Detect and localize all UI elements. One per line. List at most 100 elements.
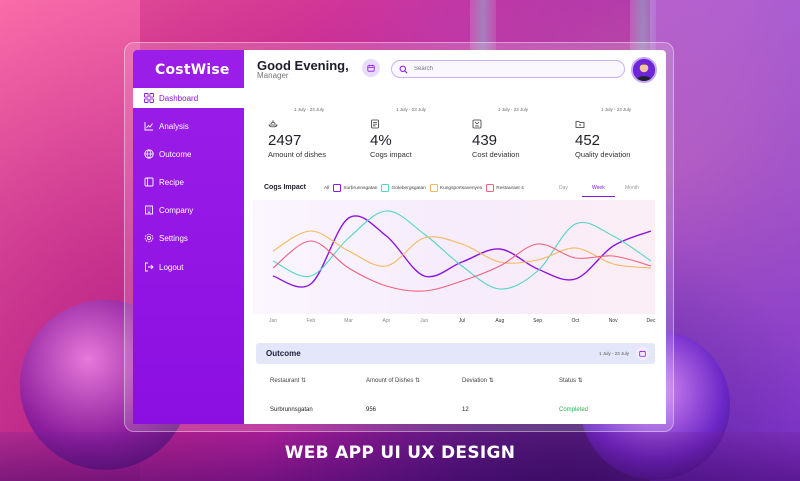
x-tick-label: Aug <box>495 318 505 324</box>
legend-item[interactable]: Gotebergsgatan <box>381 184 426 192</box>
legend-swatch <box>486 184 495 192</box>
series-line-kungsportsavenyen[interactable] <box>272 230 652 269</box>
chart-icon <box>144 121 154 131</box>
legend-item[interactable]: Kungsportsavenyen <box>429 184 483 192</box>
outcome-title: Outcome <box>266 349 301 358</box>
column-header-status[interactable]: Status ⇅ <box>559 378 583 384</box>
sidebar-item-analysis[interactable]: Analysis <box>133 116 244 136</box>
search-icon <box>399 65 408 73</box>
tab-day[interactable]: Day <box>559 185 568 191</box>
card-date-range: 1 July - 23 July <box>600 107 631 112</box>
sidebar-item-logout[interactable]: Logout <box>133 257 244 277</box>
sidebar-item-dashboard[interactable]: Dashboard <box>133 88 244 108</box>
chart-title: Cogs Impact <box>264 184 307 191</box>
x-tick-label: Feb <box>306 318 316 324</box>
stat-card-quality-deviation[interactable]: 1 July - 23 July 452 Quality deviation <box>563 97 654 172</box>
stat-card-dishes[interactable]: 1 July - 23 July 2497 Amount of dishes <box>256 97 347 172</box>
x-tick-label: Jul <box>458 318 466 324</box>
banner-title: WEB APP UI UX DESIGN <box>284 443 516 463</box>
card-value: 452 <box>575 132 601 149</box>
legend-item[interactable]: Surbrunnsgatan <box>333 184 377 192</box>
stat-card-cogs[interactable]: 1 July - 23 July 4% Cogs impact <box>358 97 449 172</box>
outcome-date-range: 1 July - 23 July <box>598 351 629 356</box>
card-label: Cogs impact <box>370 150 412 159</box>
calendar-icon <box>433 106 441 113</box>
stat-card-cost-deviation[interactable]: 1 July - 23 July 439 Cost deviation <box>460 97 551 172</box>
calendar-icon <box>367 64 375 72</box>
x-tick-label: Oct <box>571 318 580 324</box>
tab-month[interactable]: Month <box>625 185 639 191</box>
legend-swatch <box>333 184 342 192</box>
sidebar-item-recipe[interactable]: Recipe <box>133 172 244 192</box>
gear-icon <box>144 233 154 243</box>
legend-item[interactable]: Restaurant 4 <box>486 184 524 192</box>
table-cell-deviation: 12 <box>462 407 469 413</box>
globe-icon <box>144 149 154 159</box>
legend-label: Restaurant 4 <box>496 185 524 191</box>
sidebar-item-label: Settings <box>159 233 188 243</box>
card-calendar-badge[interactable] <box>533 103 545 115</box>
search-bar[interactable] <box>391 60 625 78</box>
grid-icon <box>144 93 154 103</box>
card-calendar-badge[interactable] <box>431 103 443 115</box>
column-header-amount[interactable]: Amount of Dishes ⇅ <box>366 378 421 384</box>
legend-label: Surbrunnsgatan <box>343 185 378 191</box>
table-cell-restaurant: Surbrunnsgatan <box>270 407 313 413</box>
calendar-icon <box>535 106 543 113</box>
column-header-restaurant[interactable]: Restaurant ⇅ <box>270 378 307 384</box>
x-tick-label: Sep <box>533 318 543 324</box>
calendar-icon <box>639 350 646 357</box>
search-input[interactable] <box>412 65 606 73</box>
series-line-restaurant-4[interactable] <box>272 240 652 292</box>
legend-swatch <box>381 184 390 192</box>
x-tick-label: Apr <box>382 318 391 324</box>
legend-filter-all[interactable]: All <box>324 185 330 191</box>
line-chart <box>253 200 655 314</box>
chart-plot-area <box>253 200 655 314</box>
logout-icon <box>144 262 154 272</box>
card-calendar-badge[interactable] <box>329 103 341 115</box>
table-cell-amount: 956 <box>366 407 377 413</box>
column-header-deviation[interactable]: Deviation ⇅ <box>462 378 494 384</box>
legend-swatch <box>429 184 438 192</box>
card-value: 2497 <box>268 132 302 149</box>
card-value: 439 <box>472 132 498 149</box>
active-tab-indicator <box>582 196 615 197</box>
x-tick-label: Jan <box>268 318 278 324</box>
outcome-header: Outcome 1 July - 23 July <box>256 343 655 364</box>
sidebar-item-outcome[interactable]: Outcome <box>133 144 244 164</box>
sidebar-item-settings[interactable]: Settings <box>133 228 244 248</box>
card-date-range: 1 July - 23 July <box>395 107 426 112</box>
sidebar-item-label: Outcome <box>159 149 192 159</box>
status-badge: Completed <box>559 407 589 413</box>
calendar-button[interactable] <box>362 59 380 77</box>
legend-label: Kungsportsavenyen <box>439 185 483 191</box>
series-line-surbrunnsgatan[interactable] <box>272 215 652 288</box>
deviation-icon <box>472 119 482 129</box>
app-window: CostWise Dashboard Analysis Outcome Reci… <box>133 50 666 424</box>
x-tick-label: Nov <box>608 318 618 324</box>
outcome-calendar-button[interactable] <box>636 347 649 360</box>
user-role: Manager <box>257 71 289 80</box>
greeting-title: Good Evening, <box>257 58 349 73</box>
card-date-range: 1 July - 23 July <box>293 107 324 112</box>
card-label: Cost deviation <box>472 150 520 159</box>
app-logo[interactable]: CostWise <box>155 62 230 78</box>
book-icon <box>144 177 154 187</box>
sidebar-item-company[interactable]: Company <box>133 200 244 220</box>
x-tick-label: Jun <box>420 318 429 324</box>
dish-icon <box>268 120 278 128</box>
card-calendar-badge[interactable] <box>636 103 648 115</box>
building-icon <box>144 205 154 215</box>
series-line-gotebergsgatan[interactable] <box>272 210 652 290</box>
folder-icon <box>575 121 585 128</box>
card-label: Quality deviation <box>575 150 631 159</box>
tab-week[interactable]: Week <box>592 185 605 191</box>
calendar-icon <box>331 106 339 113</box>
avatar[interactable] <box>631 57 657 83</box>
sidebar-item-label: Recipe <box>159 177 184 187</box>
x-tick-label: Dec <box>646 318 656 324</box>
sidebar-item-label: Analysis <box>159 121 189 131</box>
x-tick-label: Mar <box>344 318 353 324</box>
banner <box>0 432 800 481</box>
